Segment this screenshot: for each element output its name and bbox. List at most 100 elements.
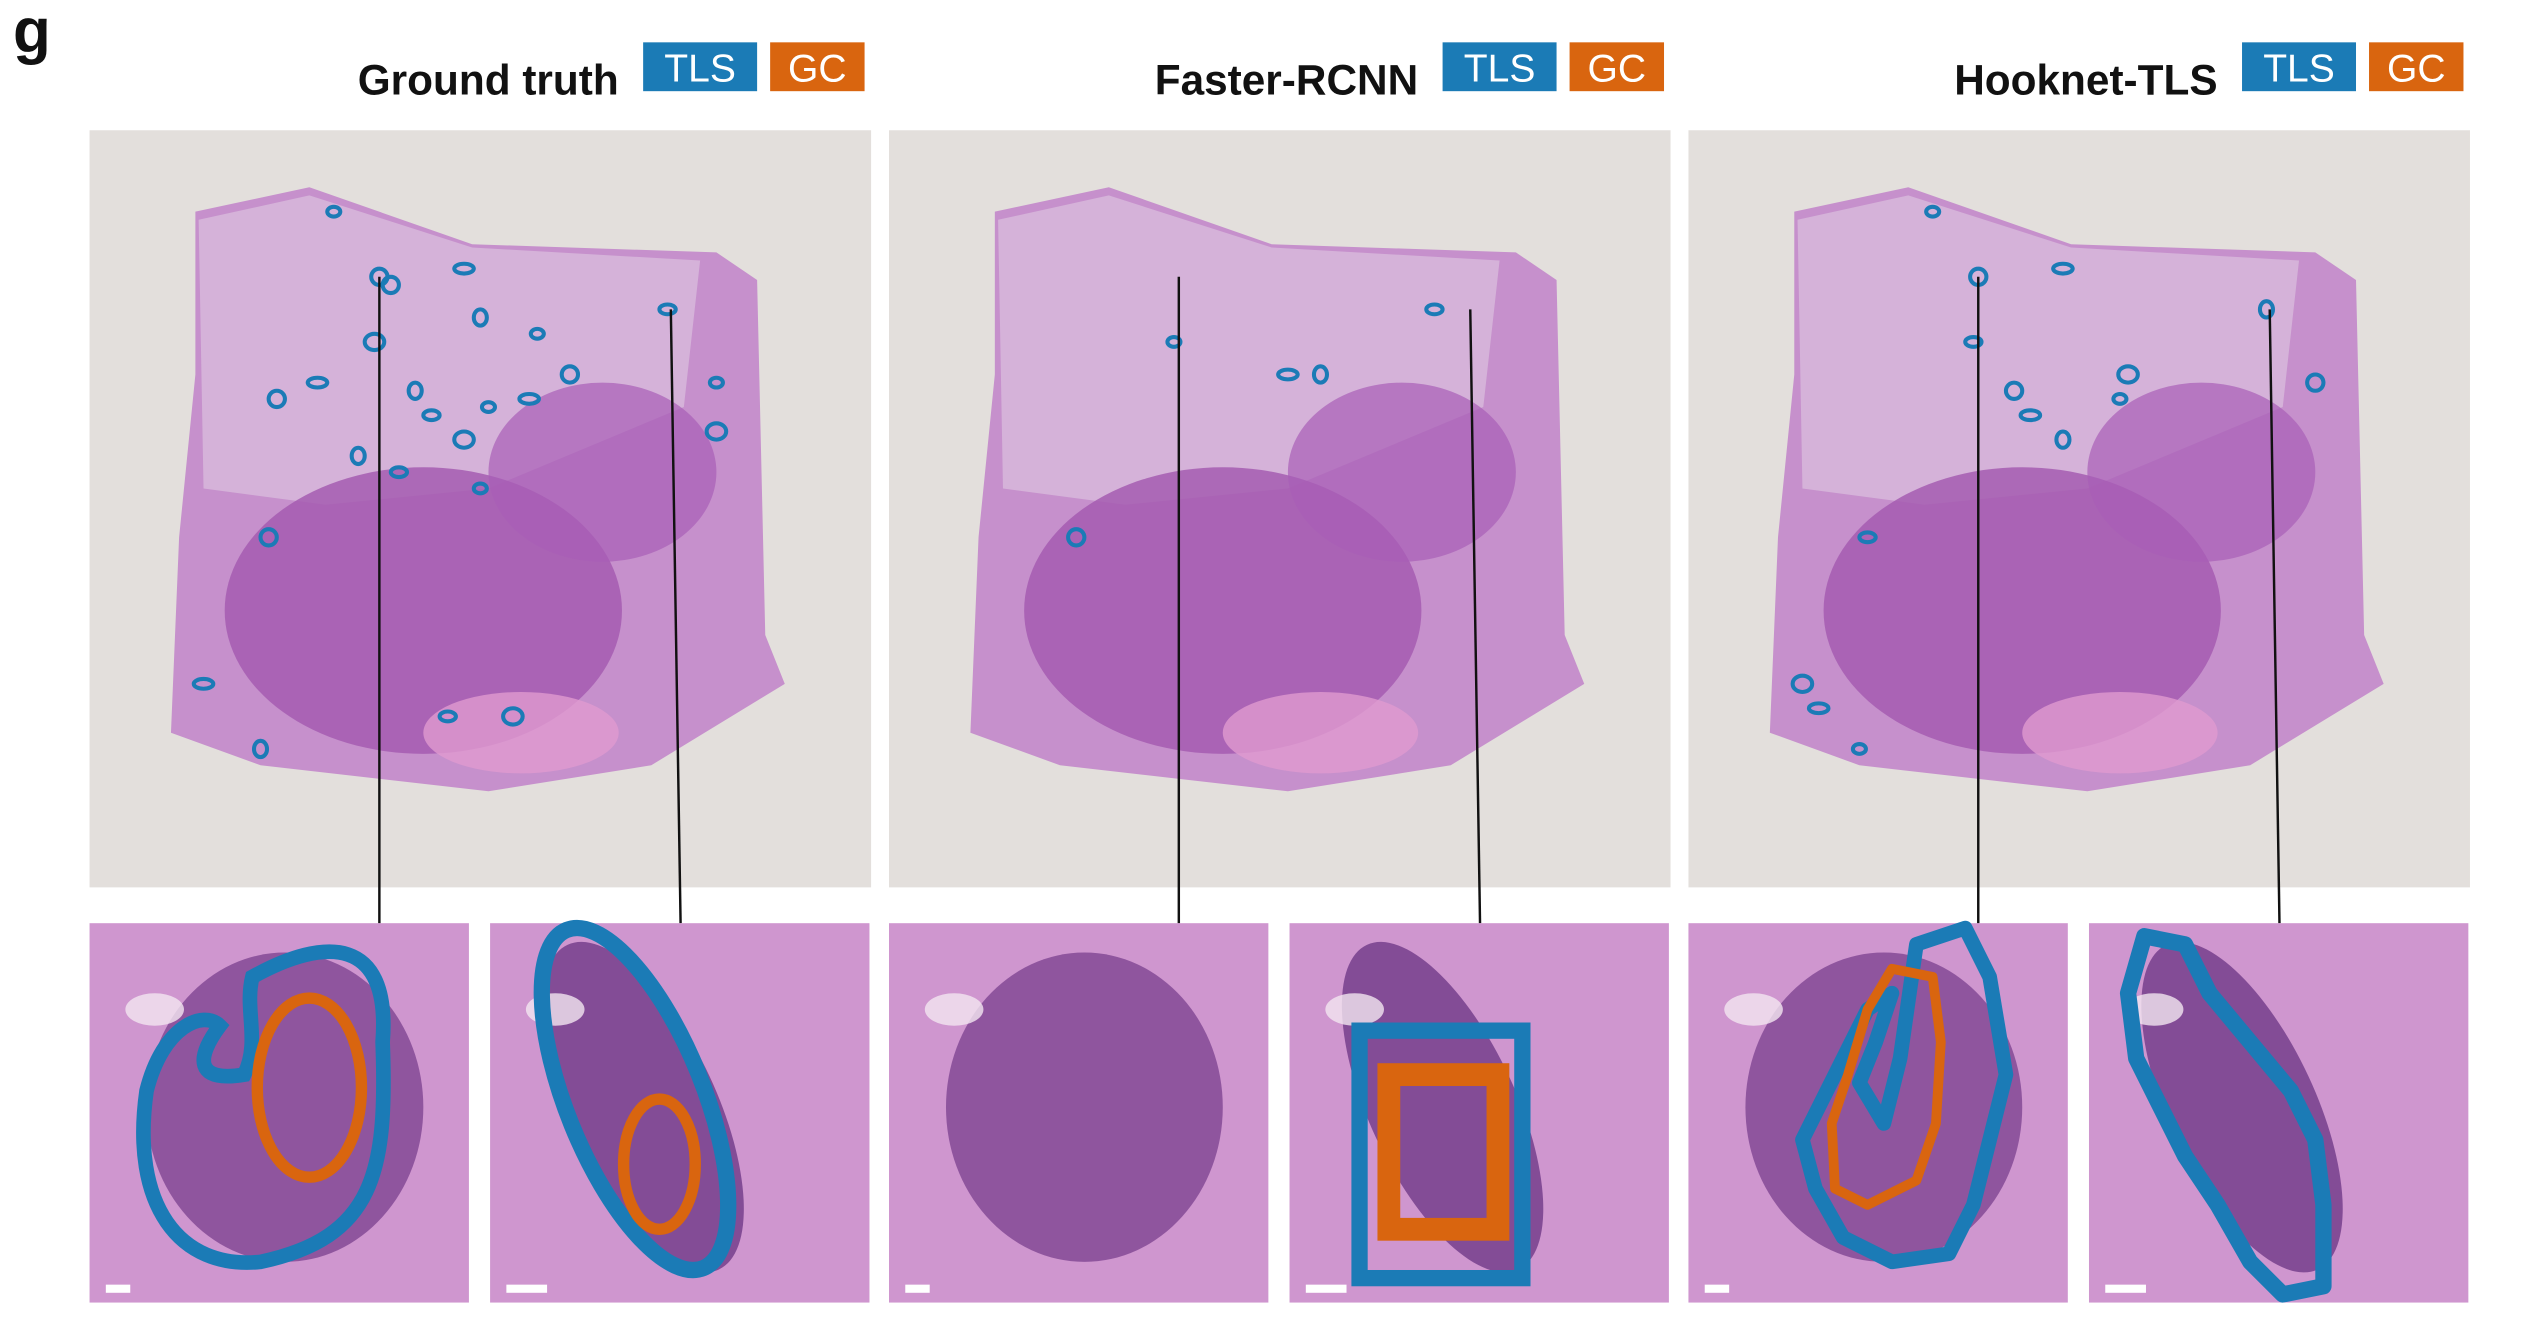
airspace (924, 993, 984, 1026)
tls-marker (362, 331, 387, 353)
tls-marker (657, 302, 678, 317)
tls-marker (2116, 364, 2140, 385)
zoom-line (2268, 309, 2281, 924)
legend-swatch (1442, 42, 1557, 92)
tls-box (1351, 1022, 1531, 1287)
lymphoid-aggregate (945, 952, 1223, 1262)
stroma (1222, 691, 1419, 774)
panel-title: Ground truth (358, 56, 619, 103)
tls-marker (1963, 335, 1984, 349)
tls-marker (325, 204, 343, 219)
tls-marker (559, 364, 581, 385)
tls-marker (1790, 673, 1815, 695)
scale-bar (105, 1284, 131, 1293)
tls-marker (1924, 204, 1942, 219)
legend-label: TLS (1464, 47, 1536, 90)
airspace (2124, 993, 2184, 1026)
tls-marker (380, 274, 401, 296)
tls-marker (704, 421, 729, 442)
tls-outline (533, 919, 737, 1279)
panel-label: g (13, 0, 51, 66)
tls-marker (528, 326, 546, 341)
tls-marker (479, 400, 498, 414)
tls-marker (2003, 380, 2025, 401)
legend-label: TLS (2263, 47, 2335, 90)
tls-marker (1165, 335, 1183, 349)
tls-marker (2111, 391, 2129, 406)
tls-outline (136, 944, 391, 1270)
legend-label: GC (1588, 47, 1647, 90)
legend-swatch (770, 42, 865, 92)
stroma (2022, 691, 2218, 774)
gc-outline (617, 1093, 701, 1235)
tls-marker (406, 380, 424, 401)
airspace (1724, 993, 1783, 1026)
panel-title: Faster-RCNN (1155, 56, 1418, 103)
tls-marker (517, 391, 541, 406)
tls-marker (1311, 364, 1330, 385)
stroma (423, 691, 619, 774)
tls-marker (258, 527, 279, 548)
scale-bar (1305, 1284, 1347, 1293)
tissue-core (1024, 467, 1422, 754)
tissue-core (224, 467, 622, 754)
tls-marker (437, 709, 458, 724)
tls-marker (471, 307, 489, 328)
airspace (1325, 993, 1384, 1026)
scale-bar (506, 1284, 548, 1293)
tls-marker (349, 445, 367, 467)
tls-marker (1850, 742, 1868, 756)
legend-swatch (2242, 42, 2357, 92)
gc-outline (1826, 963, 1946, 1210)
tls-marker (452, 261, 476, 276)
scale-bar (1704, 1284, 1730, 1293)
gc-box (1377, 1063, 1510, 1241)
tls-marker (1857, 530, 1878, 545)
tls-marker (1066, 527, 1087, 548)
legend-label: GC (2387, 47, 2446, 90)
tls-marker (1806, 701, 1831, 716)
tls-marker (2054, 429, 2072, 450)
lymphoid-aggregate (2141, 941, 2343, 1273)
tls-marker (452, 429, 476, 450)
tissue-region (1287, 382, 1516, 562)
zoom-line (1469, 309, 1482, 924)
tls-outline (2119, 928, 2332, 1303)
method-panel: Ground truth TLS GC (89, 42, 872, 1303)
tls-outline (1795, 920, 2014, 1270)
legend-label: TLS (664, 47, 736, 90)
airspace (125, 993, 184, 1026)
method-panel: Faster-RCNN TLS GC (888, 42, 1671, 1303)
tissue-region (2087, 382, 2316, 562)
tls-marker (421, 408, 442, 423)
tls-marker (266, 388, 287, 410)
tls-marker (2305, 372, 2326, 393)
tls-marker (251, 738, 270, 760)
tls-marker (2257, 299, 2276, 320)
tls-marker (1424, 302, 1445, 317)
tls-marker (471, 481, 489, 496)
tls-marker (388, 465, 410, 480)
tls-marker (707, 375, 725, 390)
tls-marker (191, 676, 216, 691)
tls-marker (1276, 367, 1300, 382)
legend-swatch (2369, 42, 2464, 92)
legend-label: GC (788, 47, 847, 90)
tls-marker (305, 375, 330, 390)
tissue-region (488, 382, 717, 562)
method-panel: Hooknet-TLS TLS GC (1688, 42, 2470, 1303)
figure-content: g Ground truth TLS GC Faster-RCNN TLS GC Hookn… (13, 0, 2470, 1303)
scale-bar (2105, 1284, 2146, 1293)
tls-marker (2018, 408, 2043, 423)
gc-outline (251, 992, 368, 1183)
panel-title: Hooknet-TLS (1954, 56, 2217, 103)
tls-marker (501, 706, 525, 727)
legend-swatch (1569, 42, 1665, 92)
tls-marker (2051, 261, 2075, 276)
zoom-line (669, 309, 682, 924)
scale-bar (905, 1284, 930, 1293)
tissue-core (1823, 467, 2221, 754)
legend-swatch (643, 42, 758, 92)
